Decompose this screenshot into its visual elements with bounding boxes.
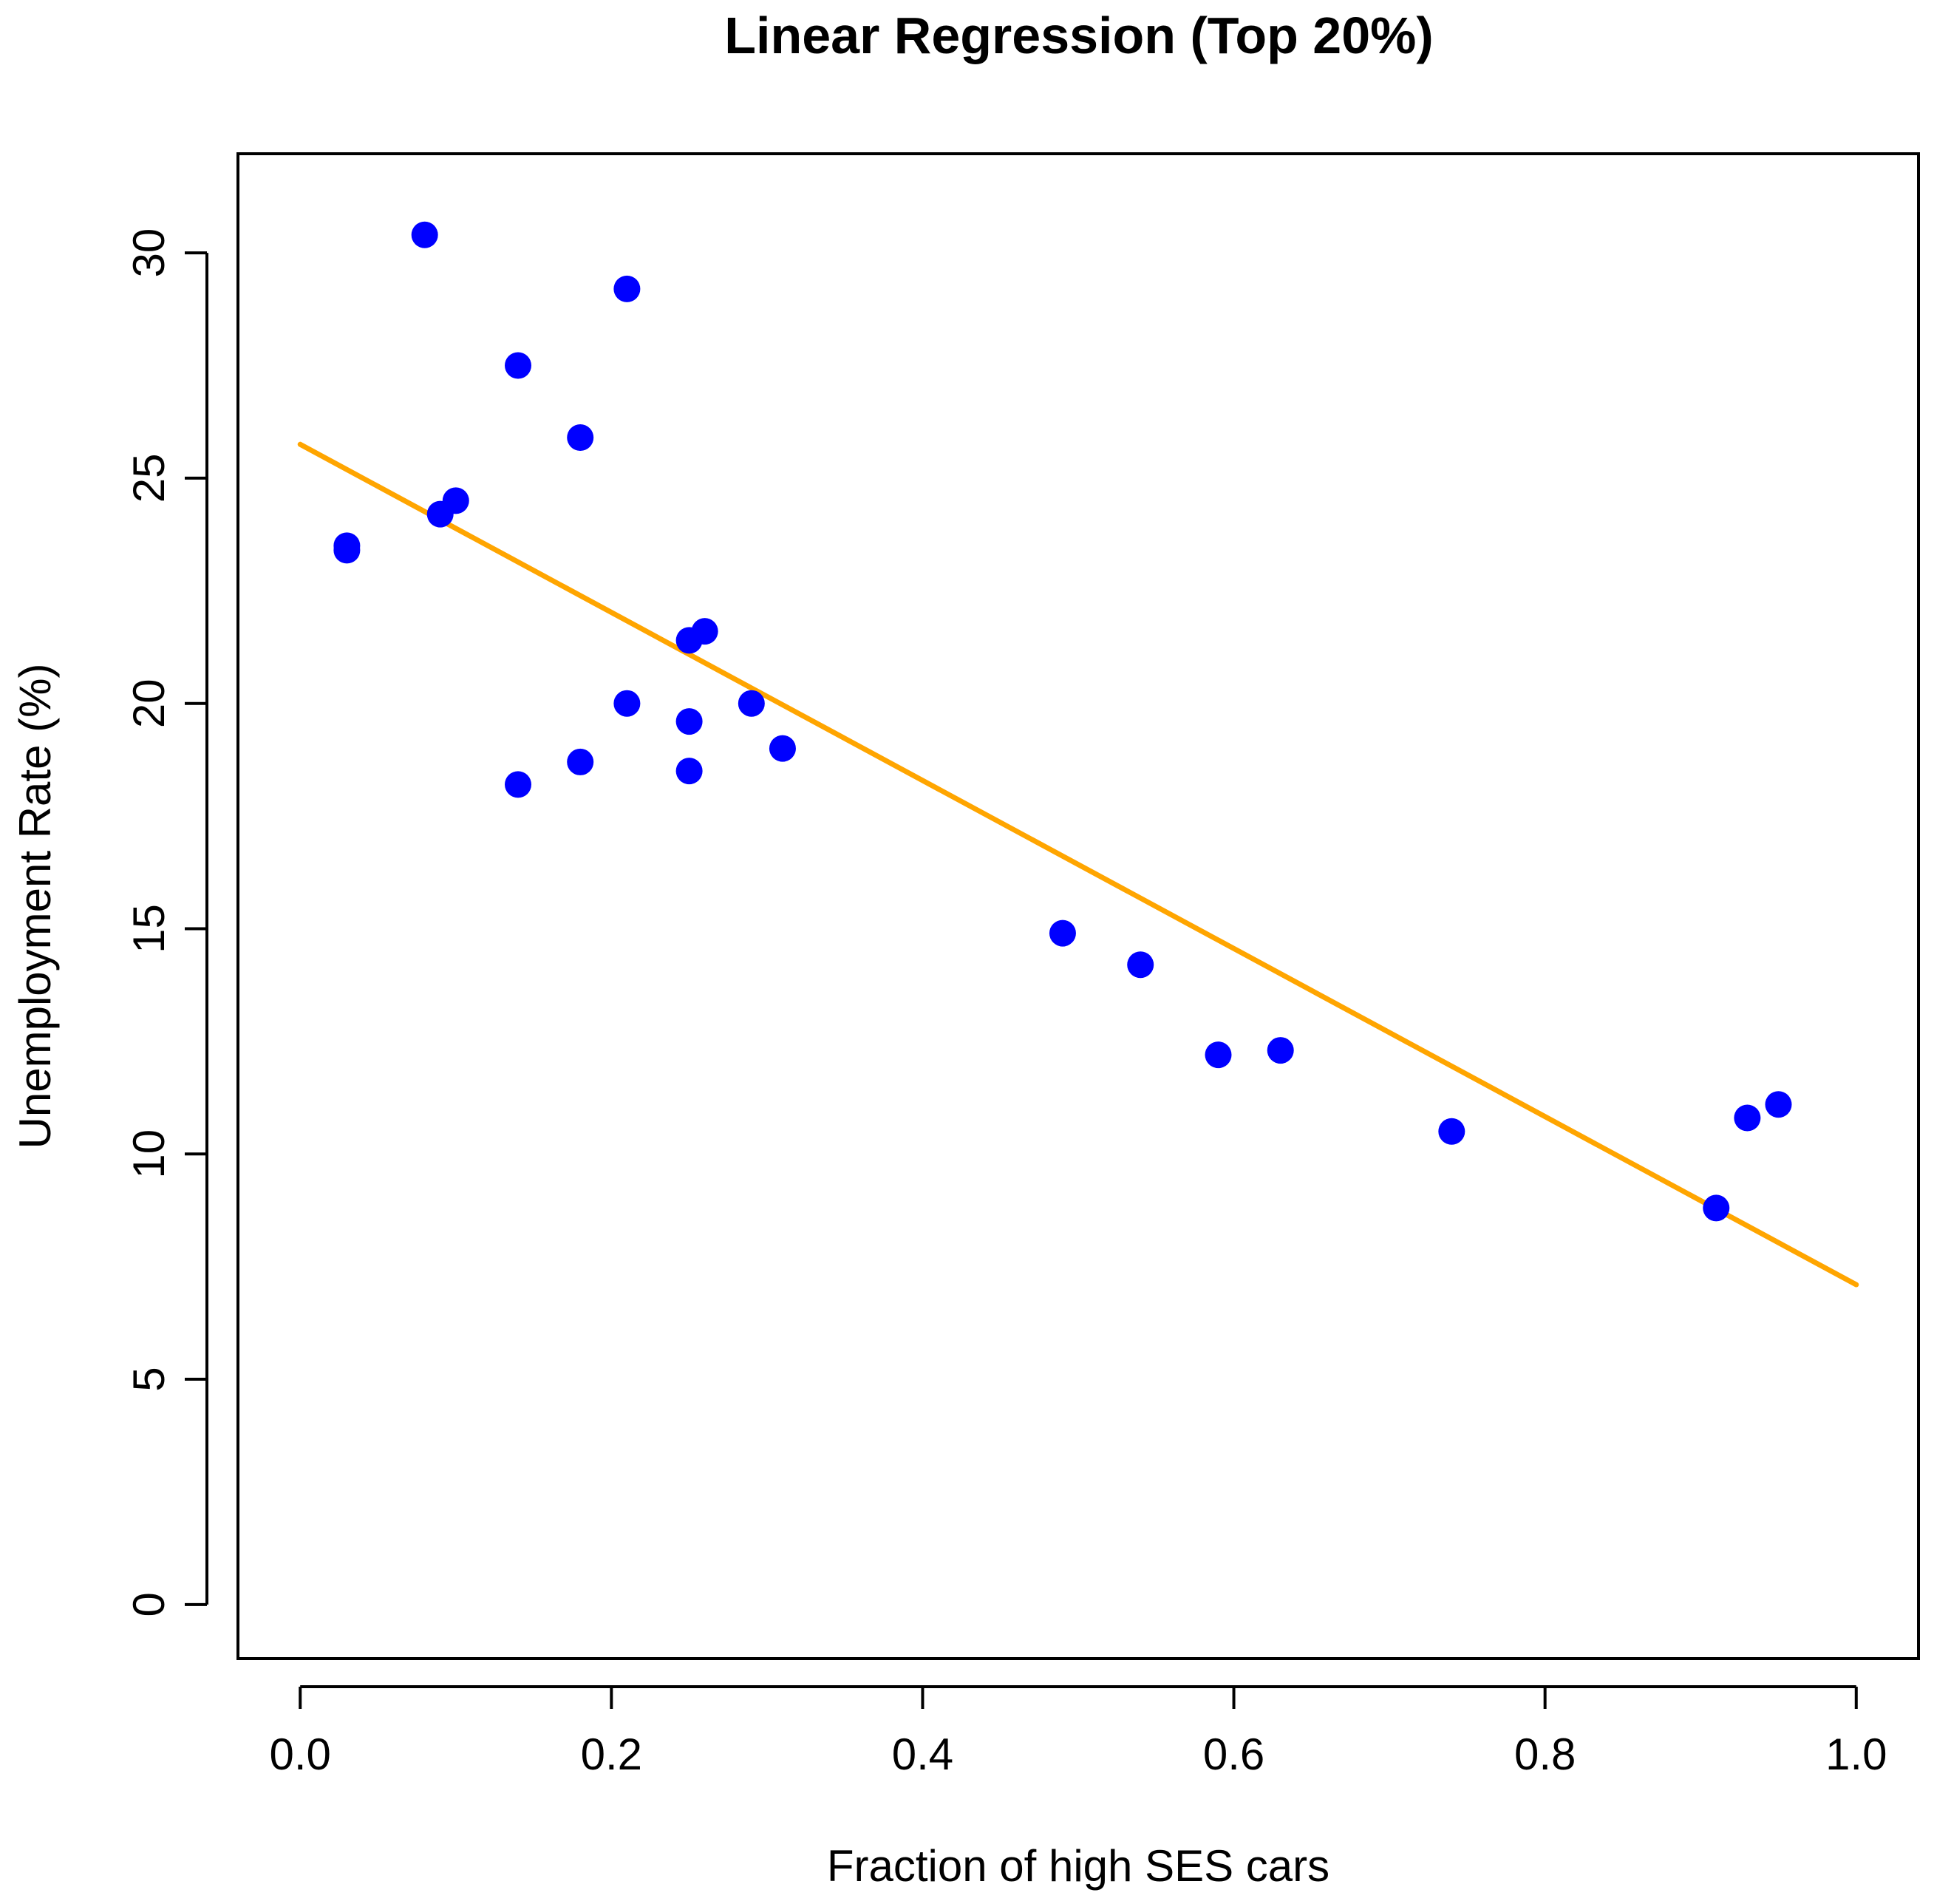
y-tick-label: 10 — [124, 1129, 174, 1179]
x-tick-label: 1.0 — [1825, 1730, 1887, 1779]
data-point — [411, 221, 438, 248]
data-points-layer — [333, 221, 1792, 1222]
data-point — [613, 690, 641, 717]
data-point — [442, 487, 469, 514]
y-tick-label: 30 — [124, 228, 174, 278]
data-point — [505, 352, 531, 379]
data-point — [1127, 951, 1154, 979]
y-tick-label: 20 — [124, 679, 174, 728]
x-axis-label: Fraction of high SES cars — [827, 1841, 1329, 1891]
data-point — [1049, 919, 1076, 947]
x-tick-label: 0.6 — [1203, 1730, 1264, 1779]
regression-line-layer — [297, 441, 1859, 1288]
x-axis: 0.0 0.2 0.4 0.6 0.8 1.0 — [270, 1685, 1887, 1779]
x-tick-label: 0.0 — [270, 1730, 331, 1779]
y-tick-label: 5 — [124, 1367, 174, 1391]
y-tick-label: 0 — [124, 1592, 174, 1616]
data-point — [675, 758, 703, 785]
x-tick-label: 0.4 — [892, 1730, 953, 1779]
data-point — [1267, 1037, 1294, 1064]
data-point — [769, 735, 796, 762]
y-axis-label: Unemployment Rate (%) — [10, 664, 60, 1149]
x-tick-label: 0.2 — [581, 1730, 642, 1779]
plot-area-frame — [236, 152, 1920, 1660]
data-point — [505, 771, 531, 798]
regression-line — [297, 441, 1859, 1288]
data-point — [691, 618, 718, 645]
data-point — [567, 424, 594, 452]
data-point — [567, 748, 594, 775]
y-axis: 0 5 10 15 20 25 30 — [124, 228, 208, 1617]
chart-title: Linear Regression (Top 20%) — [724, 7, 1433, 64]
data-point — [1205, 1041, 1232, 1069]
data-point — [1765, 1091, 1792, 1118]
data-point — [1734, 1104, 1761, 1132]
data-point — [738, 690, 765, 717]
data-point — [613, 275, 641, 302]
data-point — [1438, 1118, 1465, 1145]
y-tick-label: 15 — [124, 904, 174, 953]
data-point — [675, 708, 703, 735]
data-point — [1703, 1194, 1730, 1222]
data-point — [333, 537, 361, 564]
x-tick-label: 0.8 — [1514, 1730, 1576, 1779]
y-tick-label: 25 — [124, 454, 174, 503]
